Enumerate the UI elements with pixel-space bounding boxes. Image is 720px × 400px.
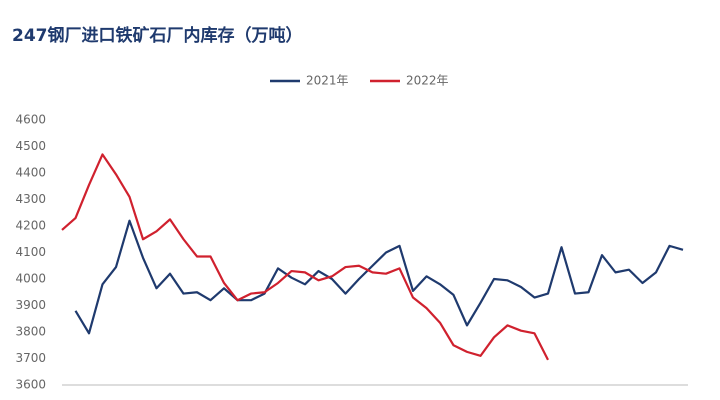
y-tick-label: 3900 [15,298,46,312]
series-line [74,219,684,335]
chart-title: 247钢厂进口铁矿石厂内库存（万吨） [12,25,303,46]
legend-label: 2022年 [406,74,449,88]
y-tick-label: 4300 [15,192,46,206]
y-tick-label: 4200 [15,219,46,233]
series-line [61,153,549,361]
y-tick-label: 3700 [15,351,46,365]
y-tick-label: 4600 [15,113,46,127]
y-tick-label: 3800 [15,325,46,339]
legend-label: 2021年 [306,74,349,88]
y-tick-label: 4500 [15,139,46,153]
y-tick-label: 4400 [15,166,46,180]
y-tick-label: 4000 [15,272,46,286]
y-tick-label: 4100 [15,245,46,259]
y-tick-label: 3600 [15,378,46,392]
